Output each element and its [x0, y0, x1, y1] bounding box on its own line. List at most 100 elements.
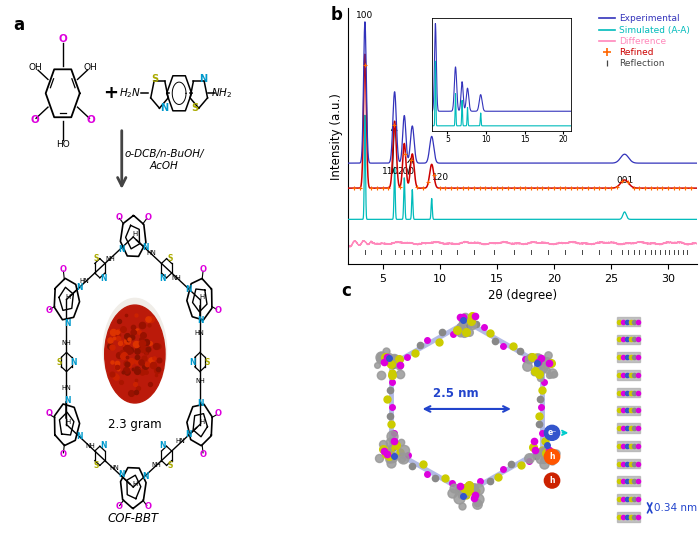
Text: OH: OH [83, 63, 97, 72]
Text: HN: HN [146, 250, 156, 256]
Text: COF-BBT: COF-BBT [108, 513, 159, 526]
Text: OH: OH [28, 63, 42, 72]
Text: 200: 200 [397, 167, 414, 176]
Bar [617, 406, 640, 415]
Circle shape [545, 425, 560, 440]
Text: N: N [64, 396, 71, 406]
Bar [617, 459, 640, 468]
Text: H: H [132, 482, 137, 488]
Bar [617, 477, 640, 486]
Text: S: S [94, 254, 99, 263]
Text: 2.3 gram: 2.3 gram [108, 418, 162, 431]
Text: N: N [143, 472, 149, 482]
X-axis label: 2θ (degree): 2θ (degree) [488, 289, 557, 302]
Bar [617, 441, 640, 451]
Text: O: O [144, 213, 151, 222]
Text: O: O [116, 502, 122, 512]
Text: N: N [143, 243, 149, 251]
Text: H: H [199, 419, 204, 425]
Text: NH: NH [152, 462, 162, 468]
Text: NH: NH [85, 444, 95, 450]
Text: e⁻: e⁻ [547, 428, 556, 437]
Bar [617, 512, 640, 521]
Text: O: O [116, 213, 122, 222]
Text: S: S [191, 103, 198, 113]
Text: HO: HO [56, 141, 69, 149]
Text: NH: NH [195, 378, 205, 384]
Text: O: O [31, 116, 39, 125]
Text: N: N [100, 441, 106, 450]
Bar [617, 317, 640, 326]
Text: N: N [160, 441, 166, 450]
Text: NH: NH [105, 256, 115, 262]
Text: 120: 120 [432, 173, 449, 182]
Text: N: N [197, 317, 204, 325]
Y-axis label: Intensity (a.u.): Intensity (a.u.) [330, 93, 343, 180]
Bar [617, 424, 640, 433]
Text: N: N [160, 274, 166, 283]
Text: O: O [60, 264, 66, 274]
Text: O: O [144, 502, 151, 512]
Text: O: O [214, 409, 221, 419]
Text: h: h [550, 452, 555, 461]
Text: HN: HN [80, 278, 90, 284]
Text: O: O [86, 116, 95, 125]
Text: S: S [152, 74, 159, 84]
Bar [617, 334, 640, 344]
Text: N: N [186, 430, 192, 439]
Text: N: N [118, 470, 125, 479]
Text: 001: 001 [616, 176, 634, 185]
Text: O: O [45, 306, 52, 314]
Text: N: N [190, 357, 196, 367]
Text: S: S [167, 462, 173, 470]
Text: 110: 110 [382, 167, 399, 176]
Text: N: N [100, 274, 106, 283]
Circle shape [105, 305, 165, 403]
Text: S: S [57, 357, 62, 367]
Text: O: O [199, 451, 206, 459]
Text: H: H [66, 419, 71, 425]
Bar [617, 370, 640, 380]
Text: HN: HN [176, 438, 186, 444]
Text: 100: 100 [356, 11, 374, 20]
Text: O: O [199, 264, 206, 274]
Text: O: O [58, 34, 67, 44]
Text: N: N [197, 399, 204, 408]
Text: H: H [132, 231, 137, 237]
Text: S: S [167, 254, 173, 263]
Text: N: N [76, 283, 83, 292]
Circle shape [545, 449, 560, 464]
Text: NH: NH [172, 275, 181, 281]
Text: HN: HN [195, 331, 204, 337]
Bar [617, 388, 640, 397]
Circle shape [103, 298, 167, 401]
Text: 2.5 nm: 2.5 nm [433, 387, 479, 400]
Text: N: N [199, 74, 207, 84]
Text: N: N [118, 245, 125, 254]
Text: $NH_2$: $NH_2$ [211, 86, 232, 100]
Text: S: S [204, 357, 210, 367]
Text: HN: HN [61, 386, 71, 392]
Bar [617, 494, 640, 504]
Text: b: b [331, 5, 343, 23]
Text: N: N [160, 103, 169, 113]
Legend: Experimental, Simulated (A-A), Difference, Refined, Reflection: Experimental, Simulated (A-A), Differenc… [596, 12, 692, 70]
Text: O: O [60, 451, 66, 459]
Bar [617, 352, 640, 362]
Text: N: N [186, 285, 192, 294]
Text: H: H [199, 294, 204, 300]
Text: o-DCB/n-BuOH/
AcOH: o-DCB/n-BuOH/ AcOH [125, 149, 204, 171]
Text: h: h [550, 476, 555, 485]
Text: $H_2N$: $H_2N$ [119, 86, 141, 100]
Text: O: O [214, 306, 221, 314]
Text: 0.34 nm: 0.34 nm [654, 503, 697, 513]
Text: H: H [66, 294, 71, 300]
Text: N: N [71, 357, 77, 367]
Text: S: S [94, 462, 99, 470]
Text: c: c [342, 282, 351, 300]
Text: NH: NH [62, 340, 71, 346]
Text: +: + [103, 84, 118, 102]
Text: N: N [76, 432, 83, 441]
Text: a: a [13, 16, 24, 34]
Circle shape [545, 473, 560, 488]
